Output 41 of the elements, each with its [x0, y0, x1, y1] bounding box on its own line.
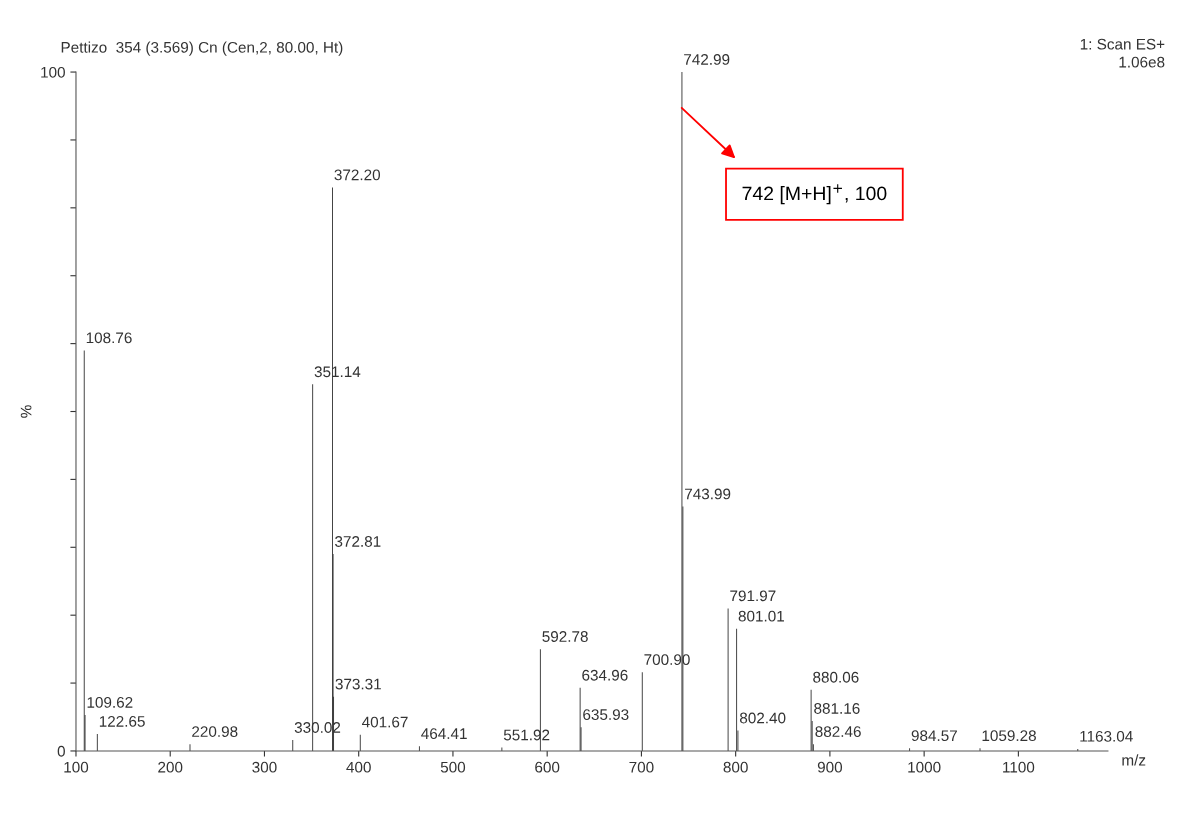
- annotation: 109.62: [87, 696, 133, 708]
- x-tick-label: 100: [64, 761, 89, 773]
- annotation: 122.65: [99, 715, 145, 727]
- x-tick-label: 300: [252, 761, 277, 773]
- annotation: 742.99: [684, 54, 730, 65]
- x-tick-label: 400: [346, 761, 371, 773]
- text: 1.06e8: [1119, 56, 1165, 68]
- annotation: 635.93: [583, 709, 629, 721]
- annotation: 1163.04: [1080, 730, 1133, 742]
- y-tick-label: 0: [57, 745, 65, 757]
- annotation: 791.97: [730, 590, 776, 602]
- x-tick-label: 1100: [1003, 761, 1035, 773]
- annotation: 592.78: [542, 631, 588, 642]
- x-tick-label: 200: [158, 761, 183, 773]
- x-tick-label: 1000: [908, 761, 941, 773]
- annotation: 464.41: [421, 728, 467, 740]
- annotation: 881.16: [814, 703, 860, 714]
- annotation: 220.98: [192, 726, 238, 737]
- annotation: 1059.28: [982, 730, 1036, 742]
- x-tick-label: 700: [629, 761, 654, 773]
- text: 1: Scan ES+: [1080, 38, 1165, 50]
- annotation: 372.81: [335, 536, 381, 547]
- annotation: 801.01: [738, 610, 784, 622]
- annotation: 742 [M+H]$^{+}$, 100: [742, 184, 887, 205]
- x-tick-label: 500: [440, 761, 466, 773]
- x-tick-label: 800: [723, 761, 748, 773]
- annotation: 634.96: [582, 669, 628, 681]
- chart-title: Pettizo 354 (3.569) Cn (Cen,2, 80.00, Ht): [61, 41, 343, 56]
- annotation: 108.76: [86, 332, 132, 344]
- annotation: 372.20: [334, 169, 381, 181]
- x-axis-title: m/z: [1122, 754, 1146, 766]
- x-tick-label: 900: [817, 761, 843, 773]
- annotation: 802.40: [739, 712, 786, 724]
- annotation: 880.06: [813, 671, 859, 683]
- annotation: 373.31: [335, 678, 381, 690]
- annotation: 882.46: [815, 726, 861, 737]
- annotation: 984.57: [911, 730, 957, 742]
- annotation: 743.99: [685, 488, 731, 500]
- y-axis-title: %: [20, 405, 32, 418]
- x-tick-label: 600: [535, 761, 560, 773]
- annotation: 401.67: [362, 716, 408, 728]
